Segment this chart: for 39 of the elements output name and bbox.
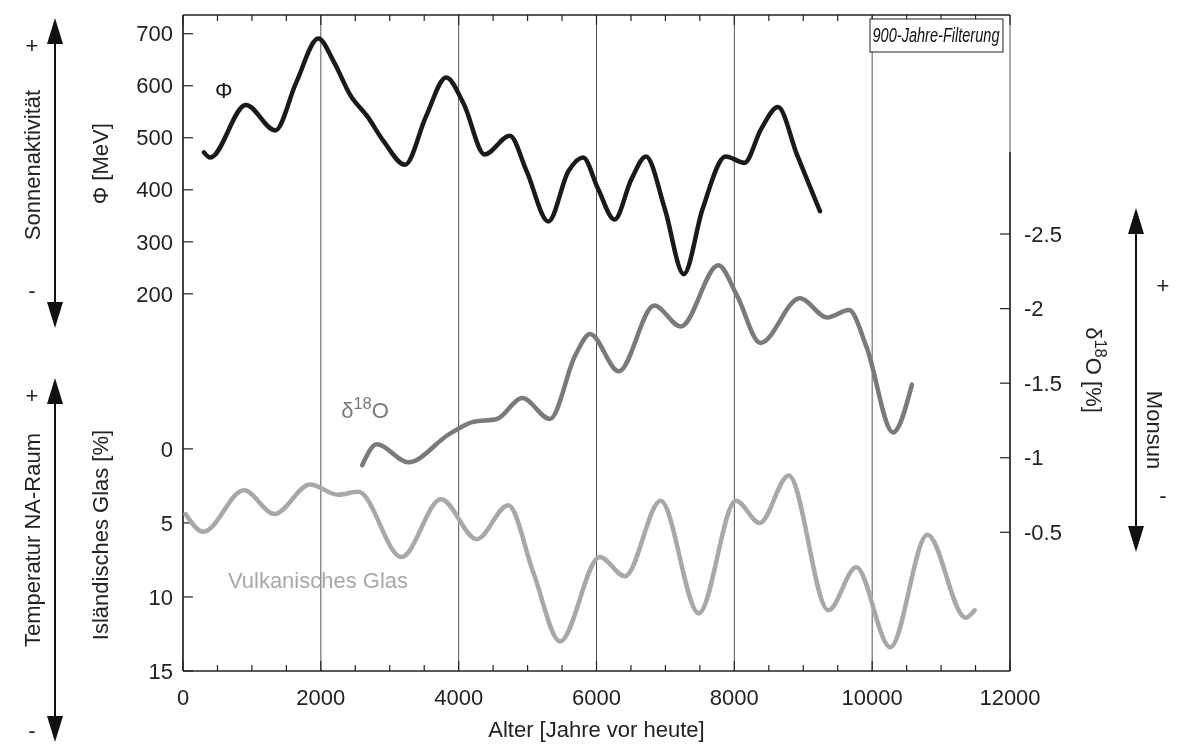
y-tick-label: 600 [136, 73, 173, 99]
y3-tick-label: 5 [160, 510, 173, 536]
y2-tick-label: -1 [1024, 445, 1044, 471]
text: Monsun [1142, 390, 1168, 470]
text: - [28, 277, 36, 303]
text: + [25, 382, 39, 408]
y-tick-label: 500 [136, 125, 173, 151]
y-axis-title: Φ [MeV] [88, 123, 113, 205]
y-tick-label: 300 [136, 229, 173, 255]
text: - [1159, 482, 1167, 508]
text: + [1156, 272, 1170, 298]
y3-tick-label: 10 [148, 584, 173, 610]
y2-tick-label: -1.5 [1024, 370, 1062, 396]
series-label: δ$^{18}$O [341, 394, 389, 423]
x-tick-label: 10000 [841, 684, 903, 710]
y-tick-label: 400 [136, 177, 173, 203]
text: Temperatur NA-Raum [19, 433, 45, 647]
line-series [183, 473, 977, 650]
y3-axis-title: Isländisches Glas [%] [88, 429, 113, 641]
x-tick-label: 6000 [572, 684, 621, 710]
text: - [28, 717, 36, 743]
x-axis-title: Alter [Jahre vor heute] [488, 717, 705, 742]
y2-tick-label: -2.5 [1024, 221, 1062, 247]
text: + [25, 32, 39, 58]
x-tick-label: 12000 [979, 684, 1041, 710]
line-series [201, 36, 823, 277]
x-tick-label: 2000 [296, 684, 346, 710]
series-label: Φ [215, 78, 233, 103]
text: Sonnenaktivität [19, 89, 45, 241]
y-tick-label: 700 [136, 21, 173, 47]
y3-tick-label: 15 [148, 658, 173, 684]
x-tick-label: 0 [176, 684, 190, 710]
y2-tick-label: -0.5 [1024, 520, 1062, 545]
y3-tick-label: 0 [160, 436, 173, 462]
annotation: 900-Jahre-Filterung [872, 24, 1048, 46]
y-tick-label: 200 [136, 281, 173, 307]
y2-tick-label: -2 [1024, 296, 1044, 322]
x-tick-label: 4000 [434, 684, 484, 710]
x-tick-label: 8000 [709, 684, 759, 710]
